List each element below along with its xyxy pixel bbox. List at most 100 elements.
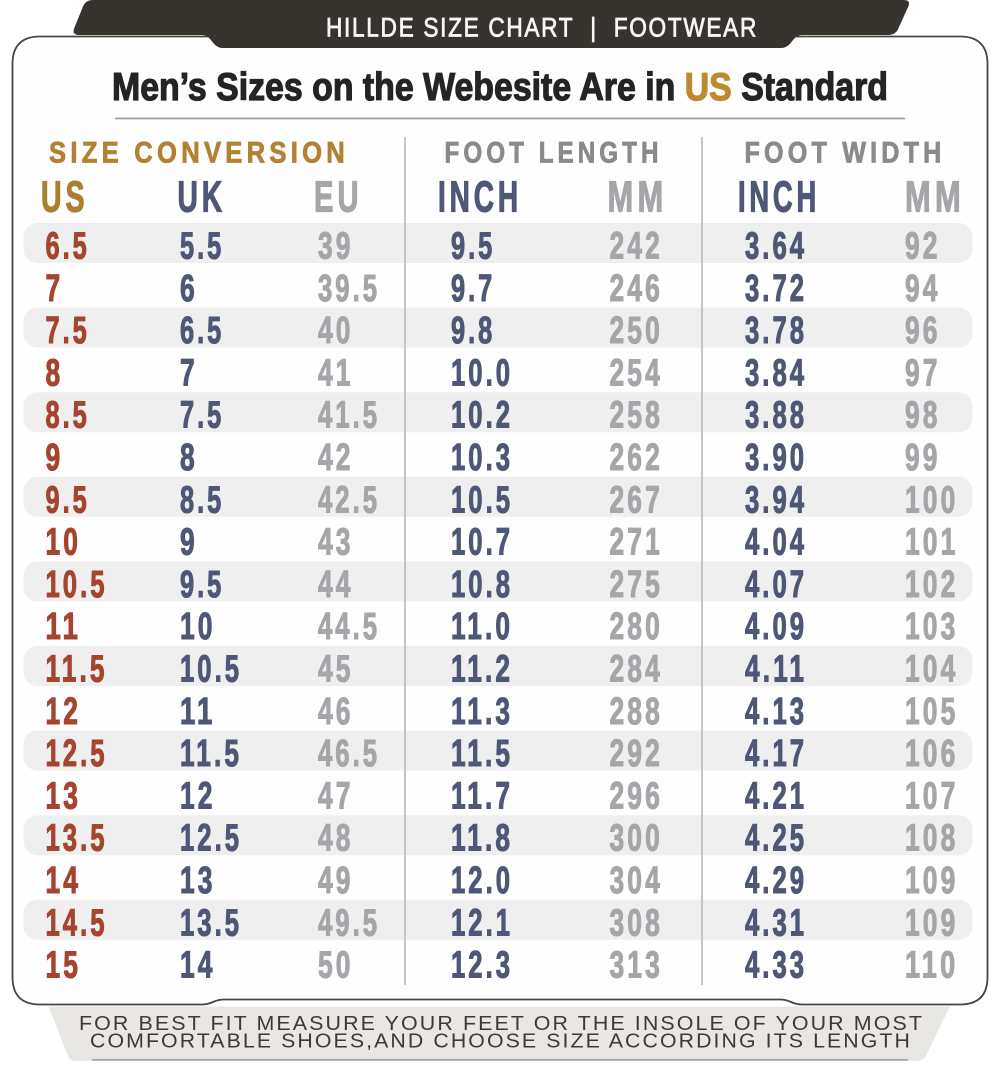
svg-text:49.5: 49.5 (318, 902, 380, 944)
svg-text:250: 250 (610, 310, 663, 352)
svg-text:9.5: 9.5 (180, 564, 224, 606)
svg-text:39.5: 39.5 (318, 268, 380, 310)
svg-text:246: 246 (610, 268, 663, 310)
svg-text:8: 8 (46, 352, 64, 394)
svg-text:106: 106 (905, 733, 958, 775)
svg-text:4.09: 4.09 (745, 606, 807, 648)
svg-text:105: 105 (905, 691, 958, 733)
svg-text:4.07: 4.07 (745, 564, 807, 606)
svg-text:5.5: 5.5 (180, 226, 224, 268)
svg-text:3.88: 3.88 (745, 395, 807, 437)
svg-text:4.21: 4.21 (745, 775, 807, 817)
svg-text:46: 46 (318, 691, 354, 733)
svg-text:101: 101 (905, 522, 958, 564)
svg-text:13.5: 13.5 (180, 902, 242, 944)
svg-text:9.7: 9.7 (451, 268, 495, 310)
svg-text:304: 304 (610, 860, 663, 902)
svg-text:4.17: 4.17 (745, 733, 807, 775)
svg-text:11.7: 11.7 (451, 775, 513, 817)
svg-text:12.5: 12.5 (46, 733, 108, 775)
svg-text:11.5: 11.5 (46, 649, 108, 691)
svg-text:96: 96 (905, 310, 941, 352)
svg-text:4.11: 4.11 (745, 649, 807, 691)
svg-text:3.64: 3.64 (745, 226, 807, 268)
svg-text:100: 100 (905, 479, 958, 521)
svg-text:43: 43 (318, 522, 354, 564)
svg-text:13: 13 (46, 775, 82, 817)
svg-text:254: 254 (610, 352, 663, 394)
svg-text:13: 13 (180, 860, 216, 902)
svg-text:14.5: 14.5 (46, 902, 108, 944)
svg-text:308: 308 (610, 902, 663, 944)
svg-text:UK: UK (178, 174, 227, 222)
svg-text:48: 48 (318, 818, 354, 860)
svg-text:300: 300 (610, 818, 663, 860)
svg-text:10.3: 10.3 (451, 437, 513, 479)
svg-text:92: 92 (905, 226, 941, 268)
svg-text:11: 11 (46, 606, 82, 648)
svg-text:102: 102 (905, 564, 958, 606)
svg-text:3.90: 3.90 (745, 437, 807, 479)
svg-text:INCH: INCH (738, 174, 820, 222)
svg-text:3.72: 3.72 (745, 268, 807, 310)
svg-text:104: 104 (905, 649, 958, 691)
svg-text:INCH: INCH (438, 174, 522, 222)
svg-text:Standard: Standard (741, 66, 888, 109)
svg-text:11.5: 11.5 (180, 733, 242, 775)
svg-text:10.0: 10.0 (451, 352, 513, 394)
svg-text:COMFORTABLE SHOES,AND CHOOSE S: COMFORTABLE SHOES,AND CHOOSE SIZE ACCORD… (90, 1030, 912, 1053)
svg-text:97: 97 (905, 352, 941, 394)
svg-text:284: 284 (610, 649, 663, 691)
svg-text:14: 14 (46, 860, 82, 902)
svg-text:4.25: 4.25 (745, 818, 807, 860)
svg-text:94: 94 (905, 268, 941, 310)
svg-text:6: 6 (180, 268, 198, 310)
svg-text:271: 271 (610, 522, 663, 564)
svg-text:11.0: 11.0 (451, 606, 513, 648)
svg-text:109: 109 (905, 860, 958, 902)
svg-text:10.8: 10.8 (451, 564, 513, 606)
svg-text:8.5: 8.5 (180, 479, 224, 521)
svg-text:4.31: 4.31 (745, 902, 807, 944)
svg-text:280: 280 (610, 606, 663, 648)
svg-text:288: 288 (610, 691, 663, 733)
svg-text:11.8: 11.8 (451, 818, 513, 860)
svg-text:7: 7 (46, 268, 64, 310)
svg-text:8: 8 (180, 437, 198, 479)
svg-text:10.7: 10.7 (451, 522, 513, 564)
svg-text:10.2: 10.2 (451, 395, 513, 437)
svg-text:4.13: 4.13 (745, 691, 807, 733)
svg-text:12.1: 12.1 (451, 902, 513, 944)
svg-text:107: 107 (905, 775, 958, 817)
svg-text:MM: MM (608, 174, 668, 222)
svg-text:10.5: 10.5 (180, 649, 242, 691)
svg-text:9.5: 9.5 (46, 479, 90, 521)
svg-text:MM: MM (905, 174, 965, 222)
svg-text:10.5: 10.5 (451, 479, 513, 521)
svg-text:10.5: 10.5 (46, 564, 108, 606)
svg-text:9.5: 9.5 (451, 226, 495, 268)
svg-text:EU: EU (314, 174, 363, 222)
svg-text:42.5: 42.5 (318, 479, 380, 521)
svg-text:6.5: 6.5 (180, 310, 224, 352)
svg-text:HILLDE SIZE CHART | FOOTWEAR: HILLDE SIZE CHART | FOOTWEAR (326, 13, 758, 43)
svg-text:SIZE CONVERSION: SIZE CONVERSION (49, 137, 349, 170)
svg-text:267: 267 (610, 479, 663, 521)
svg-text:11: 11 (180, 691, 216, 733)
svg-text:109: 109 (905, 902, 958, 944)
svg-text:275: 275 (610, 564, 663, 606)
svg-text:10: 10 (46, 522, 82, 564)
svg-text:44.5: 44.5 (318, 606, 380, 648)
svg-text:14: 14 (180, 945, 216, 987)
svg-text:40: 40 (318, 310, 354, 352)
svg-text:12.0: 12.0 (451, 860, 513, 902)
svg-text:3.78: 3.78 (745, 310, 807, 352)
svg-text:99: 99 (905, 437, 941, 479)
svg-text:FOOT LENGTH: FOOT LENGTH (445, 137, 663, 170)
svg-text:50: 50 (318, 945, 354, 987)
svg-text:41.5: 41.5 (318, 395, 380, 437)
svg-text:4.04: 4.04 (745, 522, 807, 564)
svg-text:12.5: 12.5 (180, 818, 242, 860)
svg-text:11.2: 11.2 (451, 649, 513, 691)
svg-text:313: 313 (610, 945, 663, 987)
